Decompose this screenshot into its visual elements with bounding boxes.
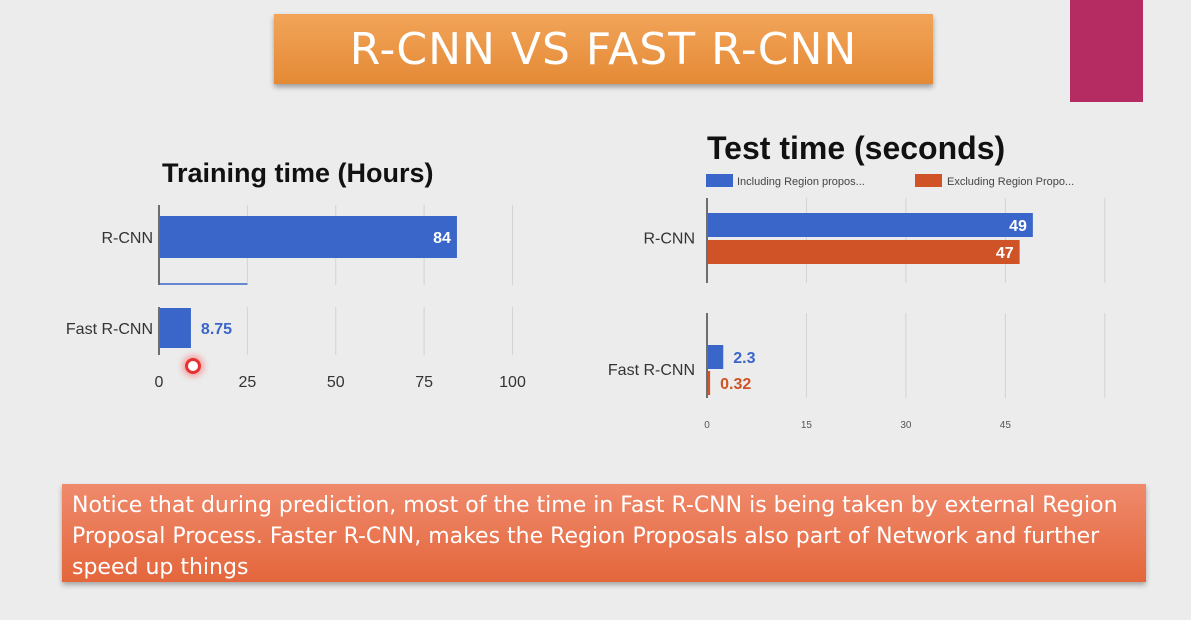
slide-title: R-CNN VS FAST R-CNN	[349, 23, 858, 75]
legend-swatch	[915, 174, 942, 187]
x-tick-label: 100	[499, 374, 526, 391]
bar	[708, 240, 1020, 264]
x-tick-label: 50	[327, 374, 345, 391]
data-label: 47	[996, 245, 1014, 262]
x-tick-label: 25	[238, 374, 256, 391]
training-time-chart-svg: Training time (Hours) R-CNN 84 Fast R-CNN 8.…	[66, 158, 526, 391]
data-label: 84	[433, 230, 451, 247]
bar	[160, 308, 191, 348]
data-label: 2.3	[733, 350, 755, 367]
category-label: Fast R-CNN	[66, 321, 153, 338]
category-label: Fast R-CNN	[608, 362, 695, 379]
x-tick-label: 15	[801, 420, 813, 431]
test-time-chart: Test time (seconds) Including Region prop…	[585, 128, 1145, 438]
x-tick-label: 0	[155, 374, 164, 391]
data-label: 49	[1009, 218, 1027, 235]
data-label: 0.32	[720, 376, 751, 393]
training-time-chart: Training time (Hours) R-CNN 84 Fast R-CNN 8.…	[40, 150, 540, 400]
category-label: R-CNN	[643, 231, 695, 248]
bar	[160, 216, 457, 258]
chart-title: Training time (Hours)	[162, 158, 434, 188]
bar	[708, 371, 711, 395]
x-tick-label: 75	[415, 374, 433, 391]
legend-label: Excluding Region Propo...	[947, 176, 1074, 188]
x-tick-label: 45	[1000, 420, 1012, 431]
chart-title: Test time (seconds)	[707, 130, 1005, 166]
legend-swatch	[706, 174, 733, 187]
note-text: Notice that during prediction, most of t…	[72, 493, 1118, 580]
bar	[708, 213, 1033, 237]
x-tick-label: 30	[900, 420, 912, 431]
data-label: 8.75	[201, 321, 232, 338]
accent-block	[1070, 0, 1143, 102]
x-tick-label: 0	[704, 420, 710, 431]
note-box: Notice that during prediction, most of t…	[62, 484, 1146, 582]
legend-label: Including Region propos...	[737, 176, 865, 188]
bar	[708, 345, 724, 369]
slide-title-banner: R-CNN VS FAST R-CNN	[274, 14, 933, 84]
pointer-cursor	[185, 358, 201, 374]
test-time-chart-svg: Test time (seconds) Including Region prop…	[608, 130, 1106, 431]
category-label: R-CNN	[101, 230, 153, 247]
